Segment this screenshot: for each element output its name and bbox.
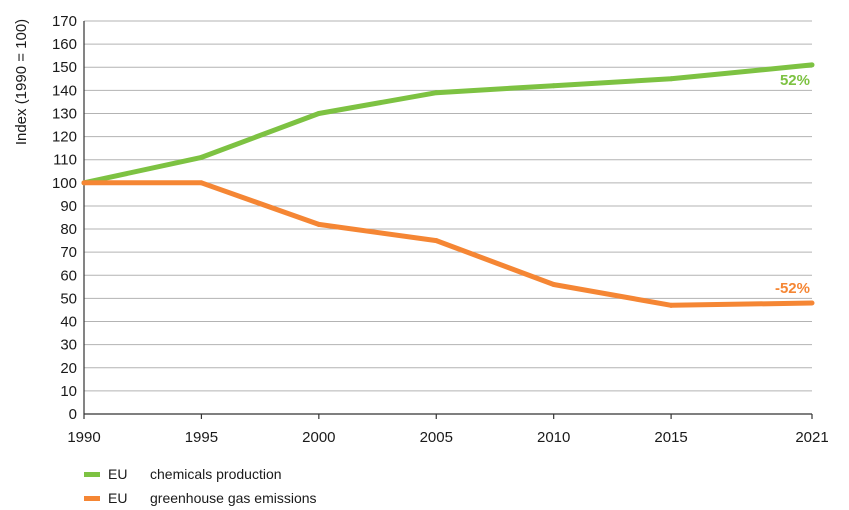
x-tick-label: 1990 [67, 429, 100, 446]
series-line-emissions [84, 180, 813, 308]
y-tick-label: 40 [60, 314, 77, 331]
y-tick-label: 170 [52, 13, 77, 30]
x-tick-label: 1995 [185, 429, 218, 446]
legend-region-emissions: EU [108, 490, 128, 506]
data-point-emissions [668, 302, 674, 308]
y-tick-label: 140 [52, 82, 77, 99]
end-label-chemicals: 52% [780, 72, 810, 89]
y-tick-label: 0 [69, 406, 77, 423]
data-point-chemicals [198, 154, 204, 160]
end-label-emissions: -52% [775, 280, 810, 297]
y-tick-label: 100 [52, 175, 77, 192]
x-tick-label: 2015 [654, 429, 687, 446]
y-tick-label: 20 [60, 360, 77, 377]
axes [83, 21, 813, 419]
legend: EU chemicals production EU greenhouse ga… [84, 462, 317, 510]
y-tick-label: 120 [52, 129, 77, 146]
legend-region-chemicals: EU [108, 466, 128, 482]
legend-label-emissions: greenhouse gas emissions [150, 490, 317, 506]
legend-swatch-chemicals [84, 471, 100, 477]
x-tick-label: 2021 [795, 429, 828, 446]
legend-item-chemicals: EU chemicals production [84, 462, 317, 486]
y-tick-label: 10 [60, 383, 77, 400]
y-tick-label: 130 [52, 105, 77, 122]
y-tick-label: 90 [60, 198, 77, 215]
y-tick-label: 80 [60, 221, 77, 238]
data-point-chemicals [809, 62, 815, 68]
x-tick-label: 2000 [302, 429, 335, 446]
data-point-emissions [433, 238, 439, 244]
data-point-emissions [198, 180, 204, 186]
data-point-emissions [81, 180, 87, 186]
y-tick-label: 160 [52, 36, 77, 53]
data-point-chemicals [551, 83, 557, 89]
data-point-emissions [316, 221, 322, 227]
labels: 0 10 20 30 40 50 60 70 80 90 100 110 120 130 140 150 160… [52, 13, 829, 446]
data-point-chemicals [316, 110, 322, 116]
y-tick-label: 110 [53, 152, 77, 169]
y-tick-label: 30 [60, 337, 77, 354]
legend-item-emissions: EU greenhouse gas emissions [84, 486, 317, 510]
series-line-chemicals [83, 62, 813, 186]
x-tick-label: 2010 [537, 429, 570, 446]
data-point-emissions [551, 282, 557, 288]
series-lines [81, 62, 815, 308]
y-axis-title: Index (1990 = 100) [13, 19, 30, 145]
x-tick-label: 2005 [420, 429, 453, 446]
y-tick-label: 150 [52, 59, 77, 76]
y-tick-label: 70 [60, 244, 77, 261]
data-point-emissions [809, 300, 815, 306]
y-tick-label: 50 [60, 290, 77, 307]
data-point-chemicals [668, 76, 674, 82]
legend-label-chemicals: chemicals production [150, 466, 282, 482]
legend-swatch-emissions [84, 495, 100, 501]
data-point-chemicals [433, 90, 439, 96]
y-tick-label: 60 [60, 267, 77, 284]
